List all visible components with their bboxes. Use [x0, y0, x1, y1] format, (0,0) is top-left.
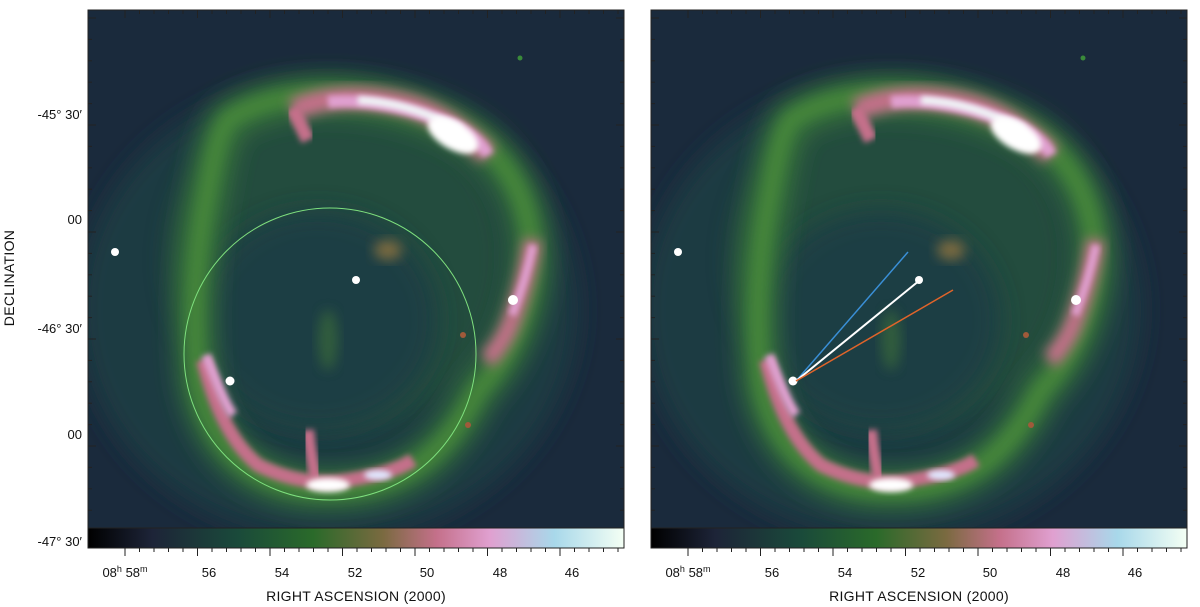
dec-tick-label: 00	[68, 212, 82, 227]
ra-tick-labels-left: 08h 58m 56 54 52 50 48 46	[102, 564, 579, 580]
dec-tick-label: -45° 30′	[38, 107, 83, 122]
tick-marks	[88, 10, 1187, 556]
right-panel	[641, 10, 1187, 540]
dec-tick-label: 00	[68, 427, 82, 442]
dec-tick-label: -47° 30′	[38, 534, 83, 549]
dec-tick-label: -46° 30′	[38, 321, 83, 336]
ra-axis-title-left: RIGHT ASCENSION (2000)	[266, 588, 446, 604]
ra-tick-labels-right: 08h 58m 56 54 52 50 48 46	[665, 564, 1142, 580]
left-panel	[78, 10, 624, 540]
ra-first-tick-label: 08h 58m	[102, 564, 147, 580]
ra-tick-label: 52	[911, 565, 925, 580]
ra-tick-label: 48	[1056, 565, 1070, 580]
vector-white	[795, 279, 921, 382]
vector-orange	[795, 289, 954, 382]
dec-axis-title: DECLINATION	[1, 230, 17, 326]
ra-tick-label: 50	[420, 565, 434, 580]
ra-tick-label: 48	[493, 565, 507, 580]
ra-tick-label: 54	[275, 565, 289, 580]
ra-tick-label: 46	[565, 565, 579, 580]
ra-tick-label: 56	[202, 565, 216, 580]
left-colorbar	[87, 527, 625, 549]
ra-axis-title-right: RIGHT ASCENSION (2000)	[829, 588, 1009, 604]
ra-tick-label: 52	[348, 565, 362, 580]
right-colorbar	[650, 527, 1188, 549]
ra-tick-label: 56	[765, 565, 779, 580]
ra-tick-label: 50	[983, 565, 997, 580]
ra-first-tick-label: 08h 58m	[665, 564, 710, 580]
ra-tick-label: 46	[1128, 565, 1142, 580]
dec-tick-labels: -45° 30′ 00 -46° 30′ 00 -47° 30′	[38, 107, 83, 549]
ra-tick-label: 54	[838, 565, 852, 580]
vector-blue	[795, 251, 909, 382]
aperture-circle	[183, 207, 477, 501]
